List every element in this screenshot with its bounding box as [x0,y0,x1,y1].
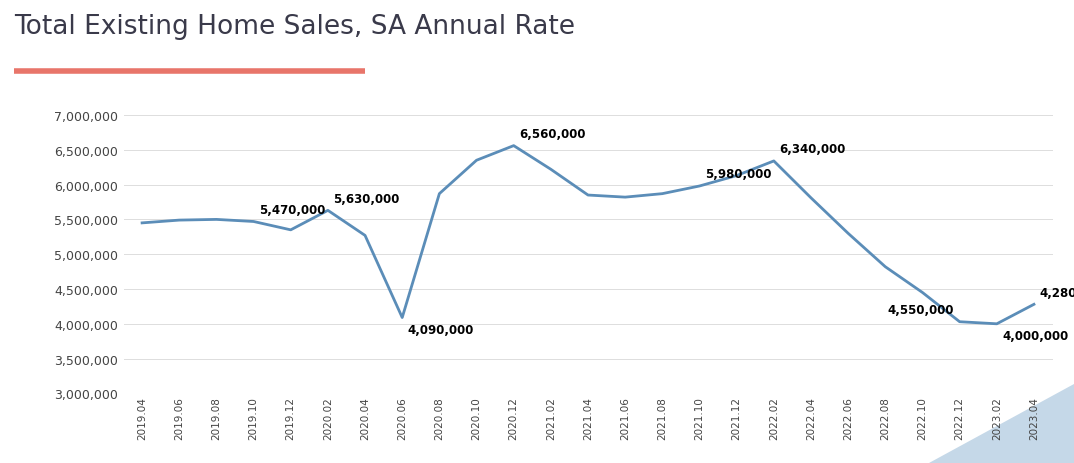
Text: 4,090,000: 4,090,000 [408,323,474,337]
Text: 4,000,000: 4,000,000 [1002,330,1069,343]
Text: Total Existing Home Sales, SA Annual Rate: Total Existing Home Sales, SA Annual Rat… [14,14,575,40]
Text: 6,340,000: 6,340,000 [780,143,845,156]
Text: 5,630,000: 5,630,000 [333,192,400,205]
Text: 5,980,000: 5,980,000 [705,168,771,181]
Text: 5,470,000: 5,470,000 [259,203,325,216]
Text: 4,280,000: 4,280,000 [1040,286,1074,299]
Text: 4,550,000: 4,550,000 [887,303,954,317]
Text: 6,560,000: 6,560,000 [519,128,585,141]
